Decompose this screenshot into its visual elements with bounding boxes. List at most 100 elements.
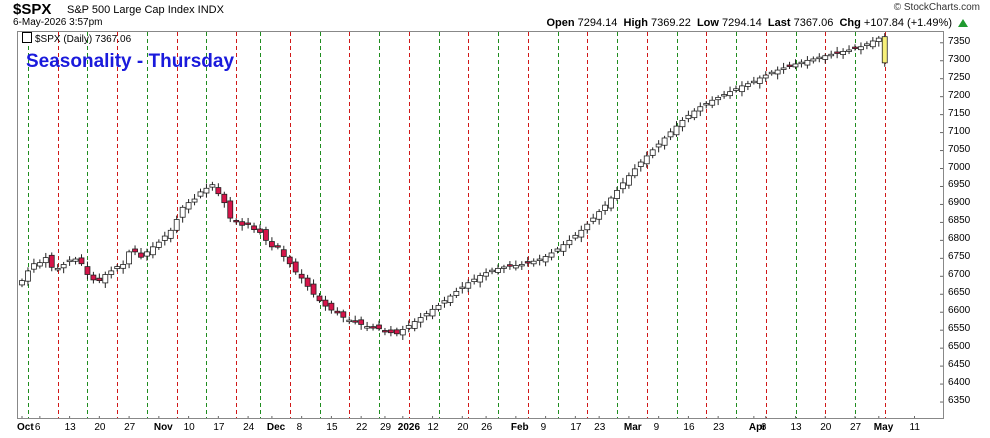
candle-body: [399, 329, 406, 336]
candle-body: [132, 248, 138, 253]
candle-body: [441, 300, 448, 304]
candle-body: [382, 330, 388, 333]
candle-body: [161, 235, 168, 241]
candle-body: [578, 229, 585, 238]
x-tick-label: 16: [683, 422, 695, 433]
y-tick-label: 6700: [948, 269, 971, 281]
chg-value: +107.84 (+1.49%): [863, 17, 952, 29]
candle-body: [263, 229, 269, 241]
candle-body: [750, 80, 757, 84]
y-tick-label: 7000: [948, 161, 971, 173]
candle-body: [536, 258, 543, 261]
ticker-description: S&P 500 Large Cap Index INDX: [67, 4, 224, 16]
candle-body: [828, 53, 835, 57]
y-axis: 6350 6400 6450 6500 6550 6600 6650 6700 6750 6800…: [946, 31, 990, 419]
y-tick-label: 6850: [948, 215, 971, 227]
candle-body: [465, 282, 472, 289]
low-label: Low: [696, 17, 719, 29]
candle-body: [19, 280, 25, 286]
x-tick-label: 6: [34, 422, 41, 433]
candle-body: [149, 246, 156, 256]
high-label: High: [623, 17, 648, 29]
candle-body: [709, 99, 716, 106]
candle-body: [370, 326, 376, 329]
candle-body: [84, 266, 91, 275]
candle-body: [768, 71, 775, 75]
candle-body: [304, 277, 311, 287]
candle-body: [328, 302, 335, 311]
y-tick-label: 7200: [948, 89, 971, 101]
candle-body: [387, 329, 394, 334]
open-label: Open: [546, 17, 575, 29]
x-tick-label: 13: [64, 422, 76, 433]
candle-body: [191, 198, 198, 203]
candle-body: [417, 317, 424, 323]
x-tick-label: 24: [243, 422, 255, 433]
up-arrow-icon: [958, 19, 968, 27]
candle-body: [364, 326, 371, 329]
chg-label: Chg: [839, 17, 861, 29]
x-tick-label: 6: [760, 422, 767, 433]
candle-body: [268, 241, 275, 248]
y-tick-label: 6500: [948, 341, 971, 353]
candle-body: [590, 217, 597, 222]
y-tick-label: 6950: [948, 179, 971, 191]
candle-body: [155, 241, 162, 248]
y-tick-label: 6350: [948, 395, 971, 407]
candle-body: [667, 131, 674, 138]
candle-body: [90, 274, 97, 281]
x-tick-label: 20: [94, 422, 106, 433]
candle-body: [483, 272, 490, 277]
candle-body: [840, 50, 846, 55]
candle-body: [661, 137, 668, 146]
candle-body: [352, 320, 359, 323]
candle-body: [197, 191, 204, 197]
candle-body: [721, 94, 727, 97]
candle-body: [144, 251, 150, 257]
candle-body: [762, 74, 769, 79]
credit-line: © StockCharts.com: [893, 2, 980, 13]
candle-body: [685, 114, 692, 120]
open-value: 7294.14: [577, 17, 618, 29]
candle-body: [30, 263, 37, 270]
candle-body: [203, 187, 210, 194]
candlestick-chart: [19, 32, 943, 418]
candle-body: [36, 262, 43, 267]
candle-body: [376, 324, 382, 330]
candle-body: [102, 274, 109, 284]
y-tick-label: 7050: [948, 143, 971, 155]
candle-body: [257, 228, 263, 233]
candle-body: [227, 200, 234, 219]
x-tick-label: 23: [594, 422, 606, 433]
x-tick-label: 27: [850, 422, 862, 433]
candle-body: [72, 258, 79, 262]
x-tick-label: 27: [124, 422, 136, 433]
price-plot[interactable]: $SPX (Daily) 7367.06 Seasonality - Thurs…: [17, 31, 944, 419]
x-tick-label: 20: [457, 422, 469, 433]
ticker-symbol[interactable]: $SPX: [13, 1, 52, 18]
candle-body: [215, 187, 222, 195]
candle-body: [530, 260, 537, 265]
candle-body: [512, 265, 519, 269]
candle-body: [780, 67, 787, 70]
candle-body: [138, 252, 144, 258]
x-tick-label: 22: [356, 422, 368, 433]
candle-body: [739, 85, 745, 93]
x-tick-label: Oct: [17, 422, 34, 433]
candle-body: [60, 264, 67, 269]
candle-body: [810, 58, 817, 62]
candle-body: [602, 204, 608, 211]
candle-body: [334, 310, 341, 314]
candle-body: [245, 222, 252, 225]
x-tick-label: 11: [909, 422, 920, 433]
candle-body: [584, 223, 591, 231]
candle-body: [679, 119, 686, 128]
candle-body: [631, 168, 638, 177]
high-value: 7369.22: [651, 17, 691, 29]
candle-body: [637, 161, 644, 167]
x-tick-label: 23: [713, 422, 725, 433]
y-tick-label: 7150: [948, 107, 971, 119]
candle-body: [834, 51, 841, 54]
candle-body: [447, 295, 454, 303]
candle-body: [411, 321, 418, 329]
